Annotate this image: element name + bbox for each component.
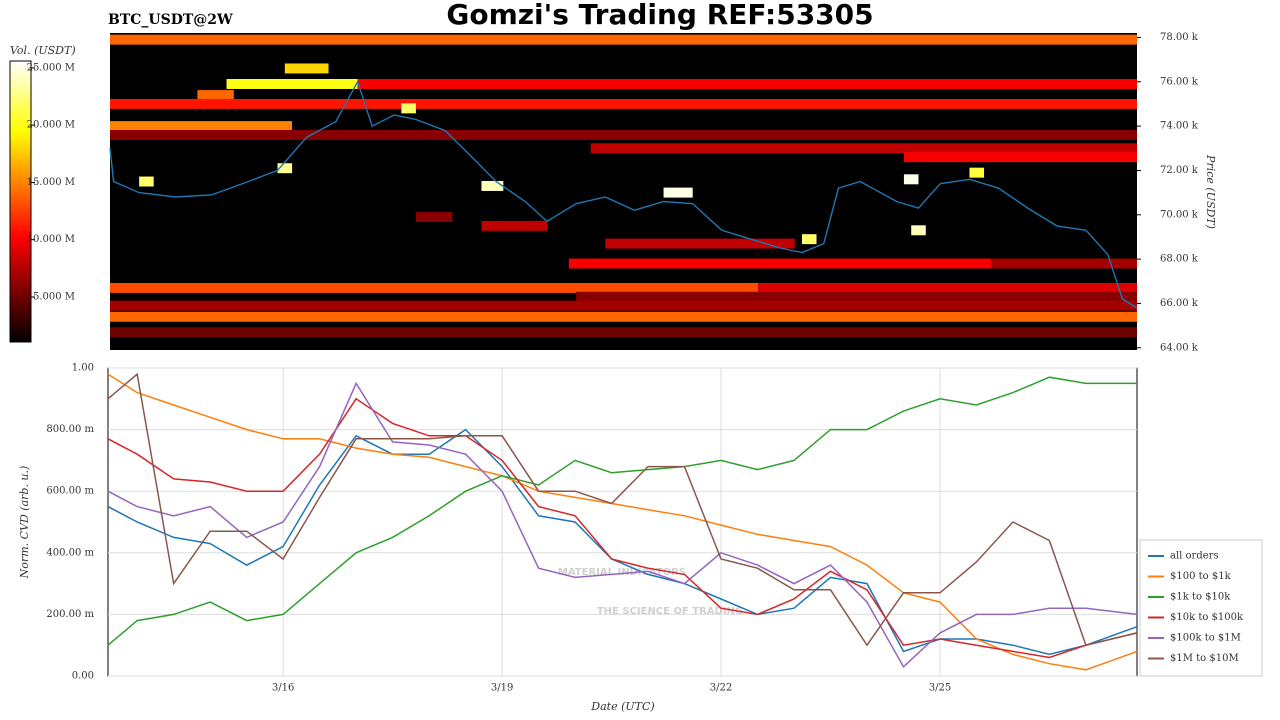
y-tick-label: 70.00 k xyxy=(1160,209,1199,220)
heat-cell xyxy=(605,238,795,249)
heat-cell xyxy=(481,220,548,231)
heat-cell xyxy=(481,180,504,191)
colorbar-label: Vol. (USDT) xyxy=(10,44,76,57)
heat-cell xyxy=(284,63,329,74)
y-axis-label: Price (USDT) xyxy=(1204,154,1217,229)
heat-cell xyxy=(110,98,1137,109)
data-line xyxy=(107,381,1138,668)
heat-cell xyxy=(110,327,1137,338)
heat-cell xyxy=(801,234,817,245)
x-tick-label: 3/25 xyxy=(929,683,951,694)
y-tick-label: 68.00 k xyxy=(1160,254,1199,265)
legend-label: $1k to $10k xyxy=(1170,592,1231,603)
y-tick-label: 800.00 m xyxy=(46,424,94,435)
colorbar-tick-label: 15.000 M xyxy=(27,177,75,188)
heat-cell xyxy=(991,258,1137,269)
y-tick-label: 74.00 k xyxy=(1160,121,1199,132)
data-line xyxy=(107,397,1138,659)
watermark: MATERIAL INDICATORS THE SCIENCE OF TRADI… xyxy=(558,567,743,617)
heat-cell xyxy=(758,282,1137,293)
y-tick-label: 0.00 xyxy=(72,671,94,682)
heat-cell xyxy=(903,152,1137,163)
colorbar-tick-label: 25.000 M xyxy=(27,62,75,73)
watermark-subtext: THE SCIENCE OF TRADING xyxy=(597,606,743,617)
colorbar-tick-label: 10.000 M xyxy=(27,234,75,245)
legend-label: $1M to $10M xyxy=(1170,653,1239,664)
legend-label: all orders xyxy=(1170,551,1219,562)
heat-cell xyxy=(969,167,985,178)
heat-cell xyxy=(415,212,453,222)
y-tick-label: 1.00 xyxy=(72,363,94,374)
chart-title: Gomzi's Trading REF:53305 xyxy=(446,0,873,31)
watermark-text: MATERIAL INDICATORS xyxy=(558,567,686,578)
y-tick-label: 600.00 m xyxy=(46,486,94,497)
heat-cell xyxy=(663,187,693,198)
plot-area xyxy=(107,367,1138,677)
heat-cell xyxy=(568,258,992,269)
heat-cell xyxy=(197,90,234,101)
colorbar-tick-label: 20.000 M xyxy=(27,120,75,131)
legend-label: $10k to $100k xyxy=(1170,612,1244,623)
heat-cell xyxy=(110,34,1137,45)
y-tick-label: 66.00 k xyxy=(1160,298,1199,309)
heat-cell xyxy=(590,143,1137,154)
data-line xyxy=(107,372,1138,647)
data-line xyxy=(107,376,1137,646)
y-axis-label: Norm. CVD (arb. u.) xyxy=(18,466,31,580)
heat-cell xyxy=(401,103,416,114)
x-tick-label: 3/16 xyxy=(272,683,294,694)
heat-cell xyxy=(226,78,358,89)
x-tick-label: 3/19 xyxy=(491,683,513,694)
heat-cell xyxy=(110,121,293,132)
y-tick-label: 72.00 k xyxy=(1160,165,1199,176)
colorbar xyxy=(9,60,32,343)
y-tick-label: 76.00 k xyxy=(1160,76,1199,87)
chart-subtitle: BTC_USDT@2W xyxy=(108,12,233,28)
legend-box xyxy=(1139,539,1263,677)
x-axis-label: Date (UTC) xyxy=(590,700,654,713)
heat-cell xyxy=(911,225,926,236)
heat-cell xyxy=(110,129,1137,140)
y-tick-label: 400.00 m xyxy=(46,547,94,558)
heat-cell xyxy=(110,311,1137,322)
y-tick-label: 200.00 m xyxy=(46,609,94,620)
x-tick-label: 3/22 xyxy=(710,683,732,694)
heat-cell xyxy=(277,163,293,174)
legend-label: $100 to $1k xyxy=(1170,571,1232,582)
heat-cell xyxy=(357,78,1137,89)
heat-cell xyxy=(110,300,1137,311)
y-tick-label: 78.00 k xyxy=(1160,32,1199,43)
data-line xyxy=(109,80,1138,309)
heat-cell xyxy=(576,291,1137,302)
colorbar-tick-label: 5.000 M xyxy=(33,291,75,302)
y-tick-label: 64.00 k xyxy=(1160,342,1199,353)
heat-cell xyxy=(110,282,759,293)
heat-cell xyxy=(903,174,919,185)
legend-label: $100k to $1M xyxy=(1170,633,1241,644)
heat-cell xyxy=(139,176,154,187)
